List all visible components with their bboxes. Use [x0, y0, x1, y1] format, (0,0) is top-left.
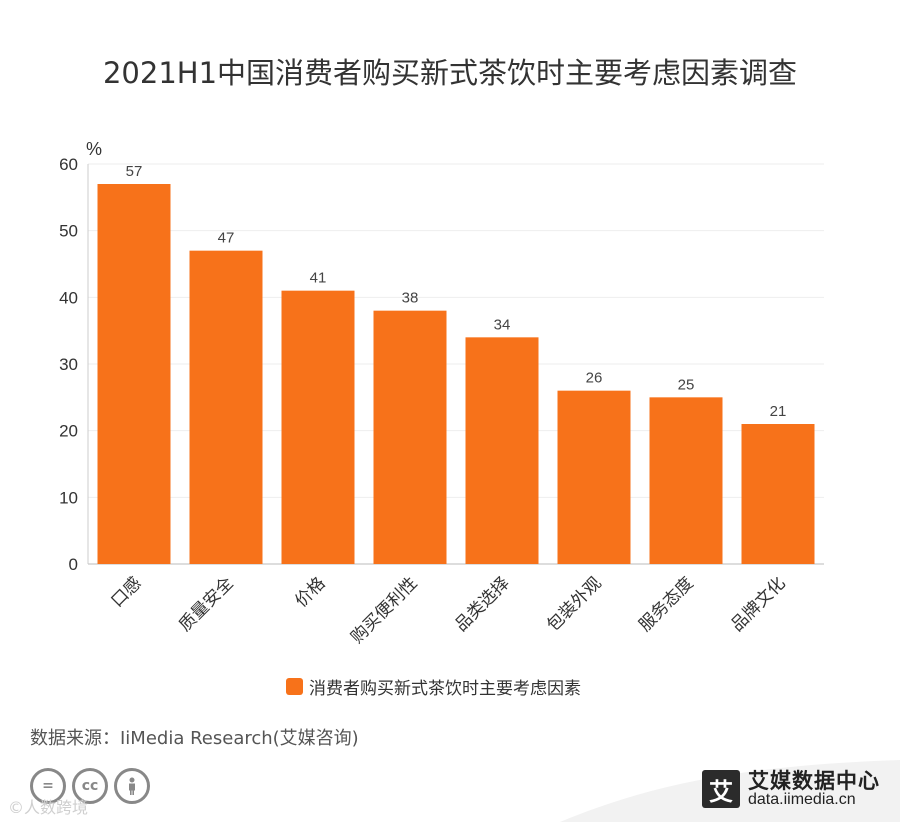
creative-commons-icon: cc [72, 768, 108, 804]
y-tick-label: 40 [59, 288, 78, 307]
chart-title: 2021H1中国消费者购买新式茶饮时主要考虑因素调查 [102, 56, 798, 90]
legend[interactable]: 消费者购买新式茶饮时主要考虑因素 [286, 674, 581, 699]
data-label: 34 [494, 316, 511, 333]
bar-5 [465, 337, 539, 564]
x-tick-label: 品牌文化 [727, 573, 789, 635]
data-label: 57 [126, 163, 143, 180]
x-tick-label: 价格 [291, 573, 329, 611]
legend-swatch [286, 678, 303, 695]
data-label: 25 [678, 376, 695, 393]
y-unit-label: % [86, 139, 102, 159]
x-tick-label: 包装外观 [543, 573, 605, 635]
data-label: 41 [310, 270, 327, 287]
equal-sign-icon: = [30, 768, 66, 804]
bar-6 [557, 390, 631, 564]
brand-logo-icon: 艾 [702, 770, 740, 809]
x-tick-label: 品类选择 [451, 573, 513, 635]
y-tick-label: 20 [59, 422, 78, 441]
license-icons: = cc [30, 768, 150, 804]
bar-1 [97, 184, 171, 564]
y-tick-label: 10 [59, 488, 78, 507]
brand-url: data.iimedia.cn [748, 791, 856, 809]
person-icon [114, 768, 150, 804]
watermark: ©人数跨境 [8, 798, 89, 817]
x-tick-label: 质量安全 [175, 573, 237, 635]
x-tick-label: 服务态度 [635, 573, 697, 635]
brand-block: 艾 艾媒数据中心 data.iimedia.cn [702, 770, 880, 809]
bar-chart: 0 10 20 30 40 50 60% 57 口感 47 质量安全 41 价格 38 购买便利性 34 品类选… [59, 139, 824, 648]
y-tick-label: 30 [59, 355, 78, 374]
bar-4 [373, 310, 447, 564]
bar-3 [281, 290, 355, 564]
data-label: 38 [402, 290, 419, 307]
data-label: 21 [770, 403, 787, 420]
x-tick-label: 口感 [107, 573, 145, 611]
y-tick-label: 50 [59, 222, 78, 241]
bar-8 [741, 424, 815, 564]
y-tick-label: 60 [59, 155, 78, 174]
bar-2 [189, 250, 263, 564]
data-label: 26 [586, 370, 603, 387]
data-label: 47 [218, 230, 235, 247]
data-source: 数据来源：IiMedia Research(艾媒咨询) [30, 728, 359, 749]
brand-name: 艾媒数据中心 [748, 769, 880, 793]
x-tick-label: 购买便利性 [347, 573, 421, 647]
bar-7 [649, 397, 723, 564]
y-tick-label: 0 [69, 555, 78, 574]
legend-label: 消费者购买新式茶饮时主要考虑因素 [309, 679, 581, 699]
